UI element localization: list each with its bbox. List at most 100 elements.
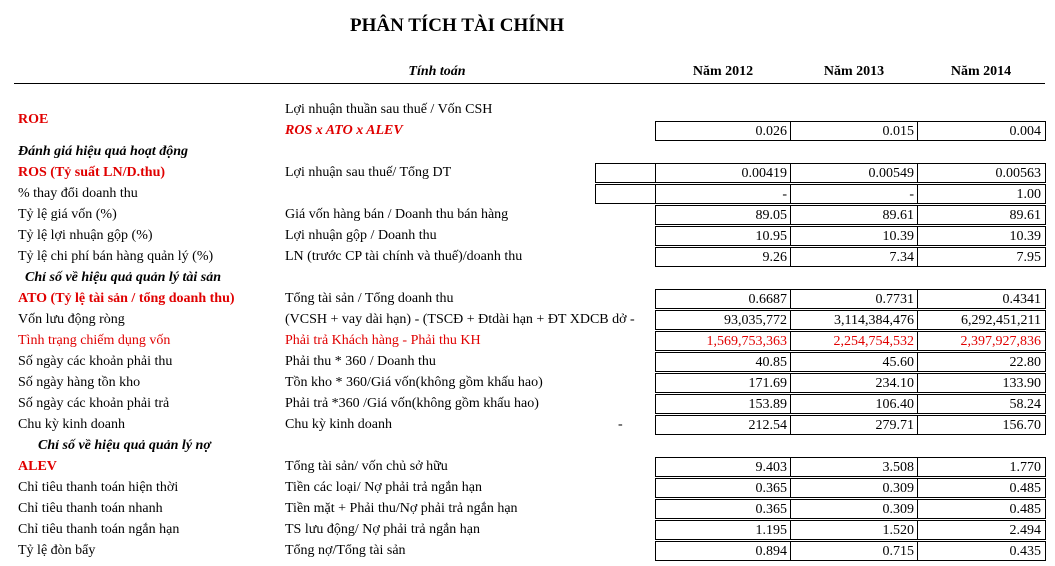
formula: ROS x ATO x ALEV [285,123,403,138]
value-cell: 0.00563 [917,163,1046,183]
value-cell: 58.24 [917,394,1046,414]
value-cell: 0.309 [790,499,919,519]
extra-box [595,184,656,204]
formula: Tổng tài sản/ vốn chủ sở hữu [285,459,448,474]
formula: Lợi nhuận gộp / Doanh thu [285,228,437,243]
value-cell: 171.69 [655,373,792,393]
year-header: Năm 2014 [950,64,1012,79]
formula: (VCSH + vay dài hạn) - (TSCĐ + Đtdài hạn… [285,312,635,327]
formula: Giá vốn hàng bán / Doanh thu bán hàng [285,207,509,222]
value-cell: 1.00 [917,184,1046,204]
value-cell: 0.004 [917,121,1046,141]
formula: Chu kỳ kinh doanh [285,417,392,432]
formula: Tổng tài sản / Tổng doanh thu [285,291,454,306]
value-cell: 0.365 [655,478,792,498]
value-cell: 0.715 [790,541,919,561]
value-cell: 0.485 [917,499,1046,519]
row-label: Tỷ lệ lợi nhuận gộp (%) [18,228,153,243]
formula: Lợi nhuận thuần sau thuế / Vốn CSH [285,102,493,117]
extra-box [595,163,656,183]
row-label: Tình trạng chiếm dụng vốn [18,333,171,348]
row-label: ROE [18,112,49,127]
value-cell: 212.54 [655,415,792,435]
value-cell: 10.95 [655,226,792,246]
value-cell: 153.89 [655,394,792,414]
value-cell: 40.85 [655,352,792,372]
formula: Phải trả Khách hàng - Phải thu KH [285,333,481,348]
value-cell: 0.435 [917,541,1046,561]
row-label: Chỉ tiêu thanh toán ngắn hạn [18,522,180,537]
formula: LN (trước CP tài chính và thuế)/doanh th… [285,249,523,264]
value-cell: 89.61 [790,205,919,225]
value-cell: 2,397,927,836 [917,331,1046,351]
formula: Tồn kho * 360/Giá vốn(không gồm khấu hao… [285,375,543,390]
value-cell: 10.39 [790,226,919,246]
row-label: Chỉ tiêu thanh toán hiện thời [18,480,179,495]
formula: Tổng nợ/Tổng tài sản [285,543,406,558]
row-label: % thay đổi doanh thu [18,186,138,201]
formula: Phải thu * 360 / Doanh thu [285,354,436,369]
value-cell: 156.70 [917,415,1046,435]
value-cell: 0.4341 [917,289,1046,309]
year-header: Năm 2013 [823,64,885,79]
formula: TS lưu động/ Nợ phải trả ngắn hạn [285,522,481,537]
row-label: Số ngày hàng tồn kho [18,375,141,390]
value-cell: 89.61 [917,205,1046,225]
value-cell: 2,254,754,532 [790,331,919,351]
row-label: Tỷ lệ chi phí bán hàng quản lý (%) [18,249,214,264]
header-rule [14,83,1045,84]
value-cell: 10.39 [917,226,1046,246]
value-cell: 0.365 [655,499,792,519]
row-label: Chu kỳ kinh doanh [18,417,125,432]
row-label: Chỉ tiêu thanh toán nhanh [18,501,163,516]
value-cell: 1,569,753,363 [655,331,792,351]
value-cell: 0.7731 [790,289,919,309]
value-cell: 22.80 [917,352,1046,372]
value-cell: 3.508 [790,457,919,477]
row-label: ATO (Tỷ lệ tài sản / tổng doanh thu) [18,291,235,306]
section-heading: Đánh giá hiệu quả hoạt động [18,144,188,159]
value-cell: 9.26 [655,247,792,267]
value-cell: 45.60 [790,352,919,372]
row-label: Số ngày các khoản phải trả [18,396,170,411]
section-heading: Chỉ số về hiệu quả quản lý nợ [38,438,211,453]
value-cell: 1.770 [917,457,1046,477]
value-cell: 7.34 [790,247,919,267]
value-cell: 0.00419 [655,163,792,183]
extra-cell: - [618,417,623,432]
value-cell: 0.015 [790,121,919,141]
value-cell: 2.494 [917,520,1046,540]
value-cell: 3,114,384,476 [790,310,919,330]
value-cell: 0.309 [790,478,919,498]
value-cell: 234.10 [790,373,919,393]
value-cell: 279.71 [790,415,919,435]
value-cell: 0.894 [655,541,792,561]
value-cell: 1.520 [790,520,919,540]
value-cell: 0.00549 [790,163,919,183]
value-cell: 0.6687 [655,289,792,309]
value-cell: 106.40 [790,394,919,414]
formula: Tiền các loại/ Nợ phải trả ngắn hạn [285,480,482,495]
value-cell: 0.026 [655,121,792,141]
formula: Lợi nhuận sau thuế/ Tổng DT [285,165,452,180]
formula: Tiền mặt + Phải thu/Nợ phải trả ngắn hạn [285,501,518,516]
row-label: ALEV [18,459,57,474]
value-cell: 6,292,451,211 [917,310,1046,330]
row-label: Tỷ lệ giá vốn (%) [18,207,117,222]
value-cell: 0.485 [917,478,1046,498]
value-cell: - [790,184,919,204]
value-cell: 7.95 [917,247,1046,267]
section-heading: Chỉ số về hiệu quả quản lý tài sản [25,270,222,285]
value-cell: 93,035,772 [655,310,792,330]
row-label: ROS (Tỷ suất LN/D.thu) [18,165,166,180]
year-header: Năm 2012 [692,64,754,79]
row-label: Tỷ lệ đòn bẩy [18,543,96,558]
value-cell: - [655,184,792,204]
value-cell: 1.195 [655,520,792,540]
row-label: Số ngày các khoản phải thu [18,354,173,369]
row-label: Vốn lưu động ròng [18,312,125,327]
title: PHÂN TÍCH TÀI CHÍNH [350,15,565,36]
value-cell: 9.403 [655,457,792,477]
value-cell: 89.05 [655,205,792,225]
